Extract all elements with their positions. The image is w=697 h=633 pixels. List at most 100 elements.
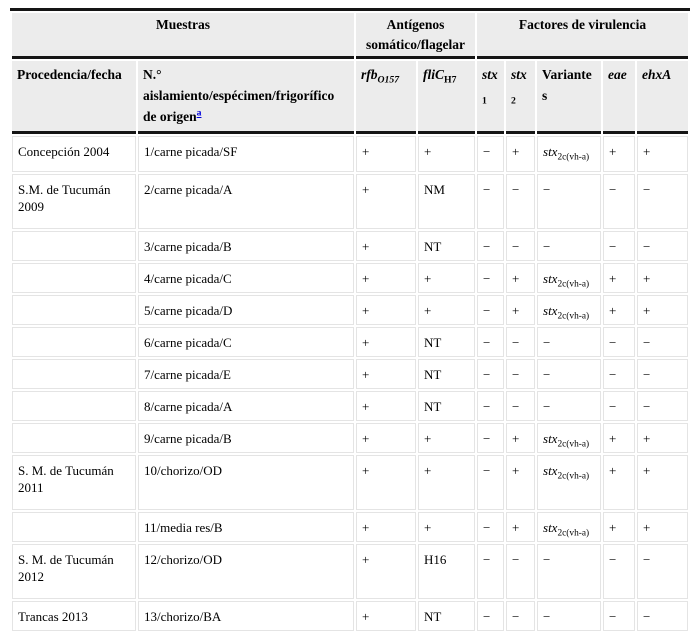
- cell-procedencia: Concepción 2004: [12, 136, 136, 172]
- cell-stx2: −: [506, 327, 536, 357]
- cell-stx2: +: [506, 263, 536, 293]
- cell-rfb-o157: +: [356, 544, 416, 599]
- cell-eae: −: [603, 544, 636, 599]
- cell-ehxa: −: [637, 174, 689, 229]
- cell-procedencia: [12, 391, 136, 421]
- col-header-variantes: Variantes: [537, 61, 602, 134]
- cell-procedencia: [12, 359, 136, 389]
- cell-stx1: −: [477, 263, 505, 293]
- cell-rfb-o157: +: [356, 263, 416, 293]
- table-row: Concepción 2004 1/carne picada/SF + + − + stx2…: [12, 136, 689, 172]
- group-header-muestras: Muestras: [12, 13, 354, 59]
- cell-eae: −: [603, 359, 636, 389]
- col-header-flic-h7: fliCH7: [418, 61, 476, 134]
- cell-stx1: −: [477, 544, 505, 599]
- cell-eae: +: [603, 295, 636, 325]
- group-header-factores: Factores de virulencia: [477, 13, 689, 59]
- cell-aislamiento: 9/carne picada/B: [138, 423, 354, 453]
- cell-stx2: −: [506, 231, 536, 261]
- table-row: 11/media res/B + + − + stx2c(vh-a) + +: [12, 512, 689, 542]
- cell-rfb-o157: +: [356, 512, 416, 542]
- cell-ehxa: +: [637, 136, 689, 172]
- cell-variantes: stx2c(vh-a): [537, 455, 602, 510]
- cell-stx2: −: [506, 391, 536, 421]
- virulence-factors-table: Muestras Antígenos somático/flagelar Facto…: [10, 8, 691, 633]
- col-header-stx1: stx1: [477, 61, 505, 134]
- column-header-row: Procedencia/fecha N.° aislamiento/espécim…: [12, 61, 689, 134]
- cell-stx1: −: [477, 359, 505, 389]
- cell-procedencia: Trancas 2013: [12, 601, 136, 631]
- cell-flic-h7: +: [418, 295, 476, 325]
- table-row: Trancas 2013 13/chorizo/BA + NT − − − − −: [12, 601, 689, 631]
- cell-eae: +: [603, 512, 636, 542]
- cell-stx1: −: [477, 231, 505, 261]
- cell-stx1: −: [477, 423, 505, 453]
- table-row: S.M. de Tucumán 2009 2/carne picada/A + NM −…: [12, 174, 689, 229]
- cell-rfb-o157: +: [356, 231, 416, 261]
- cell-aislamiento: 1/carne picada/SF: [138, 136, 354, 172]
- cell-variantes: stx2c(vh-a): [537, 263, 602, 293]
- cell-variantes: −: [537, 359, 602, 389]
- cell-stx1: −: [477, 512, 505, 542]
- cell-ehxa: +: [637, 295, 689, 325]
- cell-rfb-o157: +: [356, 423, 416, 453]
- cell-aislamiento: 6/carne picada/C: [138, 327, 354, 357]
- group-header-row: Muestras Antígenos somático/flagelar Facto…: [12, 13, 689, 59]
- cell-procedencia: [12, 327, 136, 357]
- col-header-stx2: stx2: [506, 61, 536, 134]
- table-row: S. M. de Tucumán 2012 12/chorizo/OD + H16− −…: [12, 544, 689, 599]
- cell-variantes: stx2c(vh-a): [537, 136, 602, 172]
- col-header-eae: eae: [603, 61, 636, 134]
- cell-variantes: −: [537, 601, 602, 631]
- cell-stx1: −: [477, 174, 505, 229]
- footnote-a-link[interactable]: a: [196, 107, 202, 119]
- cell-eae: +: [603, 136, 636, 172]
- cell-aislamiento: 8/carne picada/A: [138, 391, 354, 421]
- cell-ehxa: −: [637, 391, 689, 421]
- cell-stx1: −: [477, 455, 505, 510]
- cell-stx1: −: [477, 391, 505, 421]
- table-row: 5/carne picada/D + + − + stx2c(vh-a) + +: [12, 295, 689, 325]
- table-row: S. M. de Tucumán 2011 10/chorizo/OD + + − + st…: [12, 455, 689, 510]
- group-header-antigenos: Antígenos somático/flagelar: [356, 13, 476, 59]
- cell-flic-h7: NT: [418, 231, 476, 261]
- cell-stx2: −: [506, 544, 536, 599]
- cell-eae: −: [603, 231, 636, 261]
- cell-ehxa: +: [637, 423, 689, 453]
- cell-aislamiento: 7/carne picada/E: [138, 359, 354, 389]
- cell-variantes: −: [537, 174, 602, 229]
- table-row: 7/carne picada/E + NT − − − − −: [12, 359, 689, 389]
- cell-flic-h7: NT: [418, 601, 476, 631]
- table-row: 9/carne picada/B + + − + stx2c(vh-a) + +: [12, 423, 689, 453]
- cell-stx2: −: [506, 174, 536, 229]
- cell-ehxa: +: [637, 263, 689, 293]
- cell-procedencia: [12, 231, 136, 261]
- cell-stx1: −: [477, 295, 505, 325]
- cell-flic-h7: +: [418, 512, 476, 542]
- cell-procedencia: S. M. de Tucumán 2012: [12, 544, 136, 599]
- cell-aislamiento: 4/carne picada/C: [138, 263, 354, 293]
- cell-flic-h7: NT: [418, 359, 476, 389]
- cell-flic-h7: +: [418, 263, 476, 293]
- cell-ehxa: −: [637, 359, 689, 389]
- cell-variantes: stx2c(vh-a): [537, 423, 602, 453]
- cell-procedencia: S.M. de Tucumán 2009: [12, 174, 136, 229]
- table-row: 8/carne picada/A + NT − − − − −: [12, 391, 689, 421]
- col-header-rfb-o157: rfbO157: [356, 61, 416, 134]
- table-row: 4/carne picada/C + + − + stx2c(vh-a) + +: [12, 263, 689, 293]
- cell-flic-h7: +: [418, 136, 476, 172]
- cell-stx2: −: [506, 359, 536, 389]
- cell-rfb-o157: +: [356, 327, 416, 357]
- table-row: 3/carne picada/B + NT − − − − −: [12, 231, 689, 261]
- cell-procedencia: [12, 263, 136, 293]
- cell-variantes: stx2c(vh-a): [537, 512, 602, 542]
- cell-variantes: −: [537, 391, 602, 421]
- cell-eae: −: [603, 327, 636, 357]
- col-header-procedencia: Procedencia/fecha: [12, 61, 136, 134]
- cell-stx2: +: [506, 136, 536, 172]
- cell-aislamiento: 12/chorizo/OD: [138, 544, 354, 599]
- cell-aislamiento: 10/chorizo/OD: [138, 455, 354, 510]
- cell-aislamiento: 5/carne picada/D: [138, 295, 354, 325]
- cell-rfb-o157: +: [356, 455, 416, 510]
